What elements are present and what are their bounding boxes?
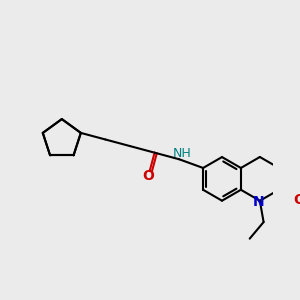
Text: O: O	[142, 169, 154, 183]
Text: NH: NH	[172, 147, 191, 160]
Text: N: N	[253, 195, 265, 209]
Text: O: O	[293, 193, 300, 207]
